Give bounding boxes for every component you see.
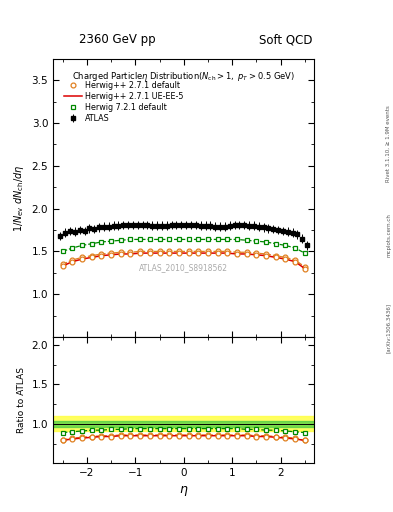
Herwig 7.2.1 default xyxy=(147,237,152,243)
Herwig++ 2.7.1 default xyxy=(167,248,172,254)
Text: 2360 GeV pp: 2360 GeV pp xyxy=(79,33,155,46)
Herwig++ 2.7.1 default xyxy=(147,248,152,254)
Herwig 7.2.1 default xyxy=(206,237,210,243)
Herwig++ 2.7.1 default xyxy=(215,248,220,254)
Herwig 7.2.1 default xyxy=(215,237,220,243)
Herwig++ 2.7.1 default xyxy=(128,249,133,255)
Herwig++ 2.7.1 default xyxy=(99,251,104,257)
Herwig 7.2.1 default xyxy=(138,237,143,243)
Herwig++ 2.7.1 UE-EE-5 xyxy=(176,250,181,256)
Herwig++ 2.7.1 default xyxy=(196,248,200,254)
Herwig 7.2.1 default xyxy=(99,239,104,245)
Herwig++ 2.7.1 UE-EE-5 xyxy=(90,254,94,261)
Text: [arXiv:1306.3436]: [arXiv:1306.3436] xyxy=(386,303,391,353)
Herwig++ 2.7.1 UE-EE-5 xyxy=(118,251,123,257)
Herwig++ 2.7.1 UE-EE-5 xyxy=(196,250,200,256)
Herwig++ 2.7.1 default xyxy=(90,252,94,259)
Y-axis label: Ratio to ATLAS: Ratio to ATLAS xyxy=(17,367,26,433)
Herwig++ 2.7.1 default xyxy=(157,248,162,254)
Herwig 7.2.1 default xyxy=(70,245,75,251)
Herwig++ 2.7.1 UE-EE-5 xyxy=(283,256,288,262)
Herwig++ 2.7.1 default xyxy=(80,254,84,261)
Herwig 7.2.1 default xyxy=(264,239,268,245)
Herwig++ 2.7.1 default xyxy=(244,249,249,255)
Herwig 7.2.1 default xyxy=(90,241,94,247)
Herwig 7.2.1 default xyxy=(186,237,191,243)
Herwig 7.2.1 default xyxy=(244,237,249,243)
Text: mcplots.cern.ch: mcplots.cern.ch xyxy=(386,214,391,258)
Herwig++ 2.7.1 default xyxy=(225,248,230,254)
Herwig++ 2.7.1 default xyxy=(70,257,75,263)
Herwig++ 2.7.1 default xyxy=(186,248,191,254)
Text: Soft QCD: Soft QCD xyxy=(259,33,312,46)
Herwig++ 2.7.1 UE-EE-5 xyxy=(215,250,220,256)
Herwig 7.2.1 default xyxy=(61,248,65,254)
Herwig++ 2.7.1 default xyxy=(235,249,239,255)
Herwig++ 2.7.1 UE-EE-5 xyxy=(157,250,162,256)
Herwig++ 2.7.1 default xyxy=(254,250,259,256)
Herwig++ 2.7.1 UE-EE-5 xyxy=(273,254,278,261)
Herwig++ 2.7.1 default xyxy=(176,248,181,254)
Herwig++ 2.7.1 UE-EE-5 xyxy=(109,252,114,258)
Herwig 7.2.1 default xyxy=(196,237,200,243)
Herwig 7.2.1 default xyxy=(302,250,307,256)
Herwig 7.2.1 default xyxy=(283,242,288,248)
Y-axis label: $1/N_{\rm ev}\ dN_{\rm ch}/d\eta$: $1/N_{\rm ev}\ dN_{\rm ch}/d\eta$ xyxy=(12,164,26,232)
Herwig++ 2.7.1 default xyxy=(302,264,307,270)
Herwig++ 2.7.1 UE-EE-5 xyxy=(128,251,133,257)
Herwig++ 2.7.1 UE-EE-5 xyxy=(225,250,230,256)
Herwig++ 2.7.1 default xyxy=(293,257,298,263)
Herwig++ 2.7.1 default xyxy=(273,252,278,259)
Herwig 7.2.1 default xyxy=(293,245,298,251)
Herwig 7.2.1 default xyxy=(176,237,181,243)
Herwig++ 2.7.1 UE-EE-5 xyxy=(147,250,152,256)
Herwig++ 2.7.1 default xyxy=(109,250,114,256)
Herwig++ 2.7.1 UE-EE-5 xyxy=(138,250,143,256)
Herwig++ 2.7.1 UE-EE-5 xyxy=(293,259,298,265)
Herwig 7.2.1 default xyxy=(157,237,162,243)
Herwig 7.2.1 default xyxy=(109,238,114,244)
Herwig++ 2.7.1 default xyxy=(206,248,210,254)
Herwig++ 2.7.1 UE-EE-5 xyxy=(80,256,84,262)
Text: Charged Particle$\eta$ Distribution($N_{\rm ch}>1,\ p_T>0.5$ GeV): Charged Particle$\eta$ Distribution($N_{… xyxy=(72,70,295,83)
Line: Herwig++ 2.7.1 default: Herwig++ 2.7.1 default xyxy=(60,249,307,269)
Herwig++ 2.7.1 UE-EE-5 xyxy=(186,250,191,256)
Herwig 7.2.1 default xyxy=(254,238,259,244)
Herwig++ 2.7.1 default xyxy=(138,248,143,254)
Herwig++ 2.7.1 UE-EE-5 xyxy=(302,265,307,271)
Herwig++ 2.7.1 UE-EE-5 xyxy=(70,259,75,265)
Herwig++ 2.7.1 UE-EE-5 xyxy=(244,251,249,257)
Herwig 7.2.1 default xyxy=(235,237,239,243)
X-axis label: $\eta$: $\eta$ xyxy=(179,484,189,498)
Herwig++ 2.7.1 default xyxy=(264,251,268,257)
Line: Herwig++ 2.7.1 UE-EE-5: Herwig++ 2.7.1 UE-EE-5 xyxy=(63,253,305,268)
Herwig++ 2.7.1 UE-EE-5 xyxy=(167,250,172,256)
Herwig++ 2.7.1 UE-EE-5 xyxy=(61,263,65,269)
Herwig++ 2.7.1 UE-EE-5 xyxy=(254,252,259,258)
Herwig++ 2.7.1 default xyxy=(283,254,288,261)
Herwig++ 2.7.1 UE-EE-5 xyxy=(235,251,239,257)
Bar xyxy=(53,416,314,431)
Herwig 7.2.1 default xyxy=(167,237,172,243)
Herwig++ 2.7.1 UE-EE-5 xyxy=(206,250,210,256)
Herwig 7.2.1 default xyxy=(118,237,123,243)
Herwig++ 2.7.1 UE-EE-5 xyxy=(264,252,268,259)
Herwig 7.2.1 default xyxy=(128,237,133,243)
Text: Rivet 3.1.10, ≥ 1.9M events: Rivet 3.1.10, ≥ 1.9M events xyxy=(386,105,391,182)
Herwig 7.2.1 default xyxy=(80,242,84,248)
Line: Herwig 7.2.1 default: Herwig 7.2.1 default xyxy=(60,237,307,255)
Herwig++ 2.7.1 UE-EE-5 xyxy=(99,252,104,259)
Herwig++ 2.7.1 default xyxy=(61,261,65,267)
Bar xyxy=(53,421,314,427)
Herwig 7.2.1 default xyxy=(225,237,230,243)
Legend: Herwig++ 2.7.1 default, Herwig++ 2.7.1 UE-EE-5, Herwig 7.2.1 default, ATLAS: Herwig++ 2.7.1 default, Herwig++ 2.7.1 U… xyxy=(62,79,185,125)
Herwig++ 2.7.1 default xyxy=(118,249,123,255)
Text: ATLAS_2010_S8918562: ATLAS_2010_S8918562 xyxy=(139,263,228,272)
Herwig 7.2.1 default xyxy=(273,241,278,247)
